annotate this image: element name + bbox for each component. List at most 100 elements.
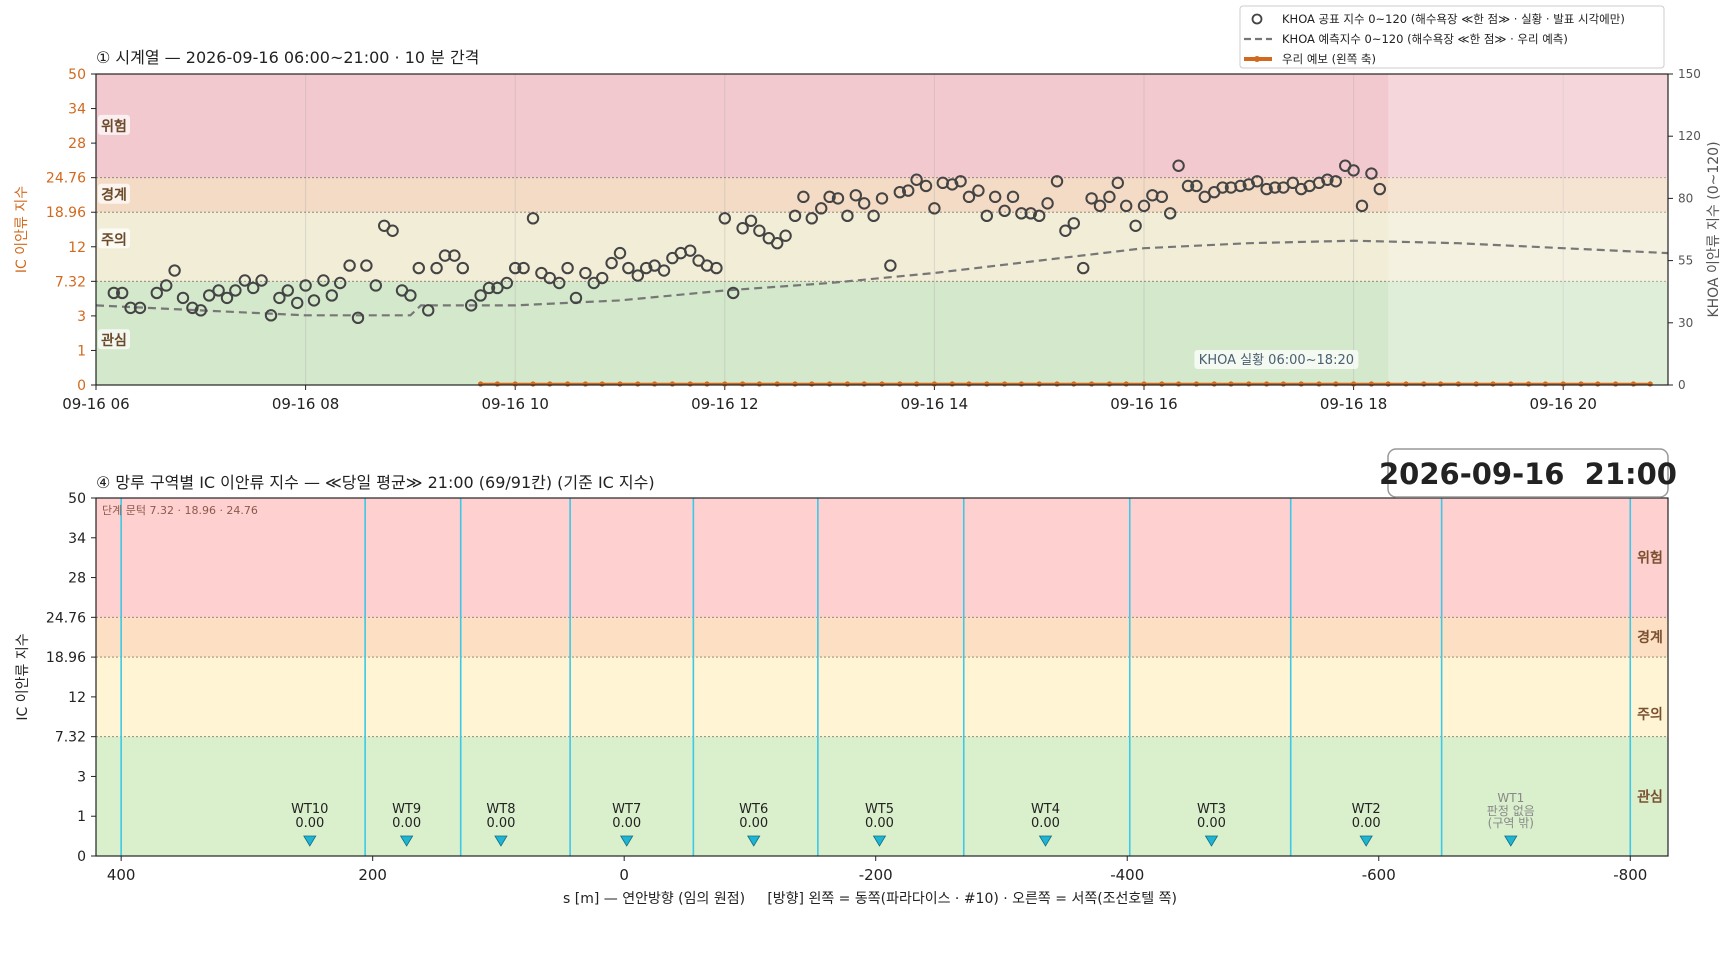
khoa-observed-point: [1181, 179, 1195, 193]
tower-value: 0.00: [739, 816, 768, 831]
x-tick-label: 09-16 18: [1320, 395, 1387, 413]
y-tick-label: 7.32: [55, 274, 86, 290]
khoa-observed-point: [1260, 182, 1273, 196]
our-forecast-point: [1298, 381, 1304, 387]
our-forecast-point: [617, 381, 623, 387]
our-forecast-point: [704, 381, 710, 387]
zone-band: [96, 177, 1668, 213]
khoa-observed-point: [622, 261, 635, 275]
khoa-observed-point: [1006, 190, 1020, 204]
our-forecast-point: [774, 381, 780, 387]
y2-tick-label: 30: [1678, 316, 1693, 330]
our-forecast-point: [1071, 381, 1077, 387]
our-forecast-point: [861, 381, 867, 387]
khoa-observed-point: [579, 266, 592, 280]
tower-name: WT1: [1497, 791, 1524, 805]
khoa-observed-point: [526, 212, 540, 225]
y-tick-label: 50: [68, 67, 86, 83]
khoa-observed-point: [875, 192, 889, 205]
tower-value: 0.00: [1352, 816, 1381, 831]
x-tick-label: 09-16 10: [481, 395, 548, 413]
x-tick-label: 09-16 16: [1110, 395, 1177, 413]
tower-value: 판정 없음: [1487, 804, 1535, 818]
khoa-observed-point: [1041, 197, 1054, 210]
khoa-observed-point: [273, 291, 286, 305]
khoa-observed-point: [1119, 199, 1133, 213]
khoa-observed-point: [857, 197, 871, 210]
our-forecast-point: [792, 381, 798, 387]
khoa-observed-point: [1373, 182, 1387, 196]
khoa-observed-point: [1067, 217, 1080, 230]
legend-marker-circle: [1251, 13, 1263, 25]
khoa-observed-point: [788, 209, 802, 223]
khoa-observed-point: [805, 212, 818, 225]
y-axis-label: IC 이안류 지수: [14, 186, 30, 273]
khoa-observed-point: [491, 281, 504, 295]
legend-label: 우리 예보 (왼쪽 축): [1282, 52, 1376, 66]
khoa-observed-point: [1234, 179, 1247, 193]
tower-value: 0.00: [295, 816, 324, 831]
zone-label: 위험: [101, 118, 127, 135]
y-axis-label: IC 이안류 지수: [15, 633, 31, 720]
zone-band: [96, 657, 1668, 737]
khoa-observed-point: [718, 212, 731, 225]
our-forecast-point: [913, 381, 920, 387]
our-forecast-point: [1106, 381, 1113, 387]
khoa-observed-point: [281, 284, 294, 297]
plot-frame: [95, 497, 1669, 857]
khoa-observed-point: [831, 192, 845, 205]
our-forecast-point: [844, 381, 851, 387]
khoa-observed-point: [229, 284, 242, 297]
khoa-observed-point: [1033, 209, 1046, 223]
khoa-observed-point: [1024, 207, 1038, 220]
zone-band: [96, 74, 1668, 178]
unobserved-shade: [1388, 74, 1668, 385]
khoa-observed-point: [317, 274, 330, 287]
khoa-observed-point: [902, 184, 915, 197]
our-forecast-point: [1473, 381, 1479, 387]
khoa-observed-point: [1268, 181, 1282, 194]
y-tick-label: 1: [77, 343, 86, 359]
khoa-observed-point: [360, 259, 373, 272]
khoa-observed-point: [238, 274, 252, 287]
khoa-observed-point: [771, 236, 784, 250]
khoa-observed-point: [910, 173, 923, 186]
our-forecast-point: [547, 381, 553, 387]
khoa-observed-point: [954, 175, 967, 188]
our-forecast-point: [931, 381, 938, 387]
khoa-observed-point: [333, 276, 347, 290]
tower-name: WT7: [612, 802, 641, 817]
our-forecast-point: [1560, 381, 1566, 387]
khoa-observed-point: [1050, 175, 1064, 188]
our-forecast-point: [669, 381, 676, 387]
khoa-observed-point: [553, 276, 566, 290]
tower-name: WT5: [865, 802, 894, 817]
our-forecast-point: [1613, 381, 1619, 387]
khoa-observed-point: [386, 224, 399, 237]
khoa-observed-point: [561, 261, 574, 275]
y2-tick-label: 150: [1678, 67, 1701, 81]
our-forecast-point: [565, 381, 571, 387]
our-forecast-point: [827, 381, 833, 387]
our-forecast-point: [1333, 381, 1339, 387]
our-forecast-point: [1542, 381, 1548, 387]
khoa-observed-point: [972, 184, 985, 197]
tower-value: 0.00: [865, 816, 894, 831]
khoa-observed-point: [753, 224, 766, 237]
y2-axis-label: KHOA 이안류 지수 (0~120): [1706, 141, 1722, 317]
our-forecast-point: [1228, 381, 1234, 387]
tower-name: WT9: [392, 802, 421, 817]
our-forecast-point: [756, 381, 762, 387]
x-tick-label: 09-16 06: [62, 395, 129, 413]
khoa-observed-point: [736, 222, 749, 235]
x-tick-label: -600: [1362, 866, 1396, 884]
khoa-observed-point: [849, 189, 862, 202]
our-forecast-point: [651, 381, 658, 387]
our-forecast-point: [1316, 381, 1322, 387]
